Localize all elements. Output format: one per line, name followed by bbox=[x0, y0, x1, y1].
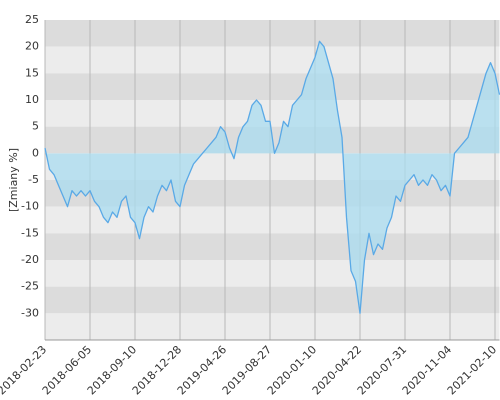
grid-band bbox=[45, 46, 500, 74]
line bbox=[44, 40, 500, 314]
grid-band bbox=[45, 100, 500, 127]
grid-band bbox=[45, 286, 500, 314]
y-tick-label: -25 bbox=[21, 280, 39, 293]
y-tick-label: 25 bbox=[25, 13, 39, 26]
y-tick-label: 0 bbox=[32, 146, 39, 159]
y-tick-label: -5 bbox=[28, 173, 39, 186]
y-tick-label: -30 bbox=[21, 306, 39, 319]
y-tick-label: -20 bbox=[21, 253, 39, 266]
area bbox=[45, 41, 500, 314]
grid-band bbox=[45, 233, 500, 260]
grid-band bbox=[45, 73, 500, 100]
grid-band bbox=[45, 313, 500, 340]
y-tick-label: 15 bbox=[25, 66, 39, 79]
grid-band bbox=[45, 260, 500, 287]
y-tick-label: 5 bbox=[32, 120, 39, 133]
grid-band bbox=[45, 20, 500, 47]
y-tick-label: -10 bbox=[21, 200, 39, 213]
y-tick-label: -15 bbox=[21, 226, 39, 239]
y-axis-label: [Zmiany %] bbox=[7, 148, 20, 212]
y-tick-label: 20 bbox=[25, 40, 39, 53]
y-tick-label: 10 bbox=[25, 93, 39, 106]
grid-band bbox=[45, 206, 500, 234]
